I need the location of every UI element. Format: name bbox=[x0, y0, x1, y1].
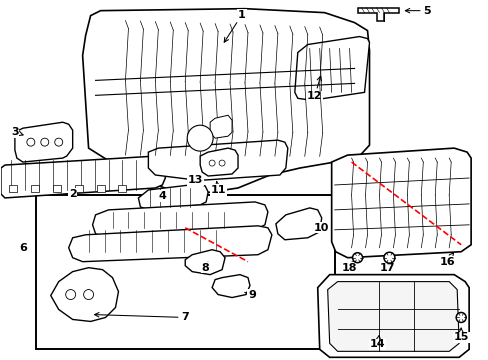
Polygon shape bbox=[357, 8, 399, 21]
Text: 12: 12 bbox=[306, 76, 322, 101]
Polygon shape bbox=[31, 185, 39, 192]
Polygon shape bbox=[212, 275, 249, 298]
Text: 7: 7 bbox=[94, 312, 189, 323]
Text: 13: 13 bbox=[187, 167, 211, 185]
Text: 2: 2 bbox=[69, 189, 77, 199]
Text: 14: 14 bbox=[369, 336, 385, 349]
Text: 3: 3 bbox=[11, 127, 23, 137]
Polygon shape bbox=[1, 156, 165, 198]
Polygon shape bbox=[275, 208, 321, 240]
Polygon shape bbox=[75, 185, 82, 192]
Polygon shape bbox=[96, 185, 104, 192]
Text: 5: 5 bbox=[405, 6, 430, 15]
Polygon shape bbox=[185, 250, 224, 275]
Circle shape bbox=[83, 289, 93, 300]
Text: 11: 11 bbox=[210, 181, 225, 195]
Text: 6: 6 bbox=[19, 243, 27, 253]
Circle shape bbox=[219, 160, 224, 166]
Text: 10: 10 bbox=[313, 223, 329, 233]
Polygon shape bbox=[51, 268, 118, 321]
Polygon shape bbox=[138, 184, 208, 210]
Circle shape bbox=[41, 138, 49, 146]
Text: 17: 17 bbox=[379, 261, 394, 273]
Polygon shape bbox=[200, 148, 238, 176]
Bar bbox=[36, 195, 334, 349]
Circle shape bbox=[209, 160, 215, 166]
Polygon shape bbox=[9, 185, 17, 192]
Circle shape bbox=[352, 253, 362, 263]
Polygon shape bbox=[92, 202, 267, 238]
Polygon shape bbox=[148, 140, 287, 180]
Text: 9: 9 bbox=[244, 289, 255, 300]
Circle shape bbox=[187, 125, 213, 151]
Circle shape bbox=[383, 252, 394, 263]
Polygon shape bbox=[68, 226, 271, 262]
Polygon shape bbox=[210, 115, 232, 138]
Circle shape bbox=[65, 289, 76, 300]
Text: 18: 18 bbox=[341, 260, 357, 273]
Text: 8: 8 bbox=[201, 262, 208, 273]
Polygon shape bbox=[53, 185, 61, 192]
Circle shape bbox=[55, 138, 62, 146]
Text: 16: 16 bbox=[439, 253, 454, 267]
Polygon shape bbox=[82, 9, 369, 193]
Circle shape bbox=[27, 138, 35, 146]
Polygon shape bbox=[118, 185, 126, 192]
Polygon shape bbox=[331, 148, 470, 258]
Text: 4: 4 bbox=[158, 191, 166, 201]
Polygon shape bbox=[317, 275, 468, 357]
Text: 15: 15 bbox=[452, 328, 468, 342]
Polygon shape bbox=[327, 282, 458, 351]
Text: 1: 1 bbox=[224, 10, 245, 42]
Polygon shape bbox=[294, 37, 369, 100]
Circle shape bbox=[455, 312, 465, 323]
Polygon shape bbox=[15, 122, 73, 162]
